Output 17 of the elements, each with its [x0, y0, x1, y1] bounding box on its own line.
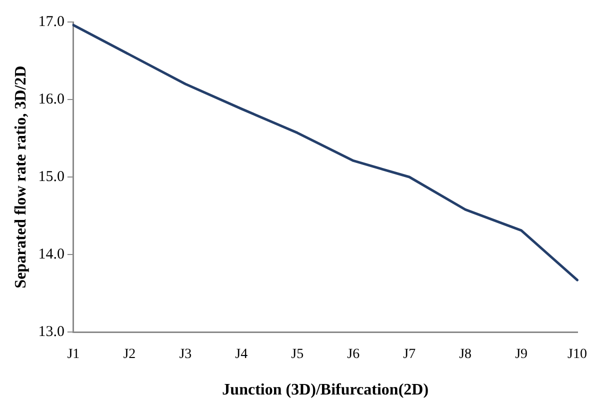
x-tick-label: J5	[291, 347, 304, 362]
y-tick-label: 13.0	[38, 324, 64, 340]
x-tick-label: J3	[179, 347, 192, 362]
y-tick-label: 14.0	[38, 246, 64, 262]
y-axis-title: Separated flow rate ratio, 3D/2D	[12, 66, 30, 288]
x-tick-label: J1	[67, 347, 80, 362]
x-tick-label: J9	[515, 347, 528, 362]
x-tick-label: J2	[123, 347, 136, 362]
y-tick-label: 15.0	[38, 168, 64, 185]
x-tick-label: J4	[235, 347, 248, 362]
x-tick-label: J7	[403, 347, 416, 362]
y-tick-label: 16.0	[38, 91, 64, 108]
x-axis-title: Junction (3D)/Bifurcation(2D)	[222, 382, 429, 399]
x-tick-label: J8	[459, 347, 472, 362]
y-tick-label: 17.0	[38, 14, 64, 30]
x-tick-label: J10	[568, 347, 587, 362]
x-tick-label: J6	[347, 347, 360, 362]
